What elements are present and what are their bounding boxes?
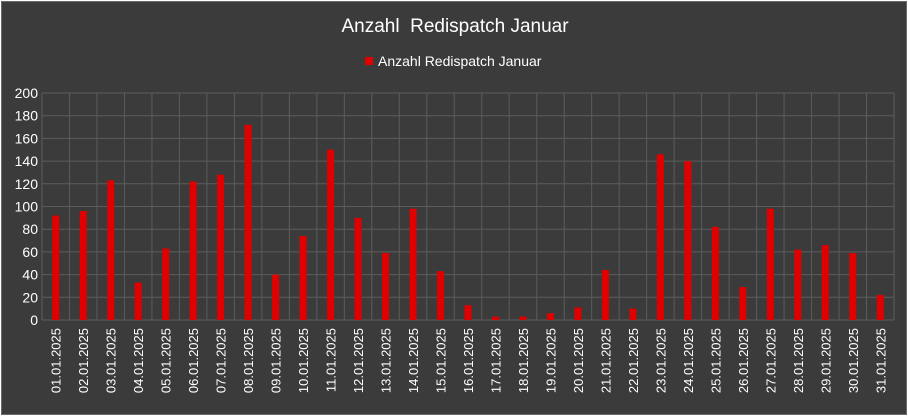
x-tick-label: 23.01.2025	[653, 328, 668, 393]
bar	[821, 245, 829, 320]
bar	[189, 181, 197, 320]
legend-swatch	[365, 57, 373, 65]
bar	[437, 271, 445, 320]
x-tick-label: 27.01.2025	[763, 328, 778, 393]
x-tick-label: 03.01.2025	[104, 328, 119, 393]
bar	[327, 149, 335, 320]
x-tick-label: 09.01.2025	[269, 328, 284, 393]
x-tick-label: 18.01.2025	[516, 328, 531, 393]
bar	[382, 253, 390, 320]
bar	[162, 248, 170, 320]
bar	[354, 217, 362, 320]
gridlines	[41, 92, 895, 321]
bar	[794, 249, 802, 320]
bar	[656, 154, 664, 320]
legend: Anzahl Redispatch Januar	[365, 53, 542, 69]
bar	[601, 270, 609, 320]
y-tick-label: 20	[22, 289, 38, 305]
x-tick-label: 10.01.2025	[296, 328, 311, 393]
bar	[574, 307, 582, 320]
bar	[629, 308, 637, 320]
x-tick-label: 19.01.2025	[543, 328, 558, 393]
bar	[766, 208, 774, 320]
y-tick-label: 100	[15, 199, 39, 215]
x-tick-label: 15.01.2025	[434, 328, 449, 393]
bar	[711, 226, 719, 320]
bar	[546, 313, 554, 320]
bar	[107, 180, 115, 320]
bar	[849, 253, 857, 320]
bar	[464, 305, 472, 320]
x-tick-label: 12.01.2025	[351, 328, 366, 393]
x-tick-label: 29.01.2025	[818, 328, 833, 393]
x-tick-label: 31.01.2025	[873, 328, 888, 393]
y-tick-label: 0	[30, 312, 38, 328]
x-axis: 01.01.2025 02.01.2025 03.01.2025 04.01.2025…	[49, 328, 889, 393]
y-axis: 0 20 40 60 80 100 120 140 160 180 200	[15, 85, 39, 328]
bar	[409, 208, 417, 320]
x-tick-label: 02.01.2025	[76, 328, 91, 393]
x-tick-label: 30.01.2025	[846, 328, 861, 393]
y-tick-label: 200	[15, 85, 39, 101]
x-tick-label: 24.01.2025	[681, 328, 696, 393]
bar	[299, 236, 307, 320]
y-tick-label: 60	[22, 244, 38, 260]
x-tick-label: 17.01.2025	[488, 328, 503, 393]
bar	[52, 215, 60, 320]
x-tick-label: 13.01.2025	[379, 328, 394, 393]
x-tick-label: 16.01.2025	[461, 328, 476, 393]
bar	[876, 295, 884, 320]
y-tick-label: 120	[15, 176, 39, 192]
x-tick-label: 14.01.2025	[406, 328, 421, 393]
bar	[244, 124, 252, 320]
legend-label: Anzahl Redispatch Januar	[378, 53, 542, 69]
x-tick-label: 22.01.2025	[626, 328, 641, 393]
x-tick-label: 11.01.2025	[324, 328, 339, 392]
bar	[272, 274, 280, 320]
chart-title: Anzahl Redispatch Januar	[341, 16, 569, 37]
x-tick-label: 28.01.2025	[791, 328, 806, 393]
x-tick-label: 07.01.2025	[214, 328, 229, 393]
y-tick-label: 40	[22, 267, 38, 283]
bar	[79, 211, 87, 320]
x-tick-label: 04.01.2025	[131, 328, 146, 393]
x-tick-label: 08.01.2025	[241, 328, 256, 393]
bar	[491, 316, 499, 320]
x-tick-label: 01.01.2025	[49, 328, 64, 393]
y-tick-label: 180	[15, 108, 39, 124]
x-tick-label: 06.01.2025	[186, 328, 201, 393]
x-tick-label: 05.01.2025	[159, 328, 174, 393]
bar	[739, 287, 747, 320]
bar	[134, 282, 142, 320]
bar	[217, 174, 225, 320]
bar	[684, 161, 692, 320]
y-tick-label: 80	[22, 221, 38, 237]
y-tick-label: 160	[15, 130, 39, 146]
bars	[52, 124, 884, 320]
x-tick-label: 20.01.2025	[571, 328, 586, 393]
x-tick-label: 21.01.2025	[598, 328, 613, 393]
y-tick-label: 140	[15, 153, 39, 169]
x-tick-label: 26.01.2025	[736, 328, 751, 393]
x-tick-label: 25.01.2025	[708, 328, 723, 393]
bar	[519, 316, 527, 320]
